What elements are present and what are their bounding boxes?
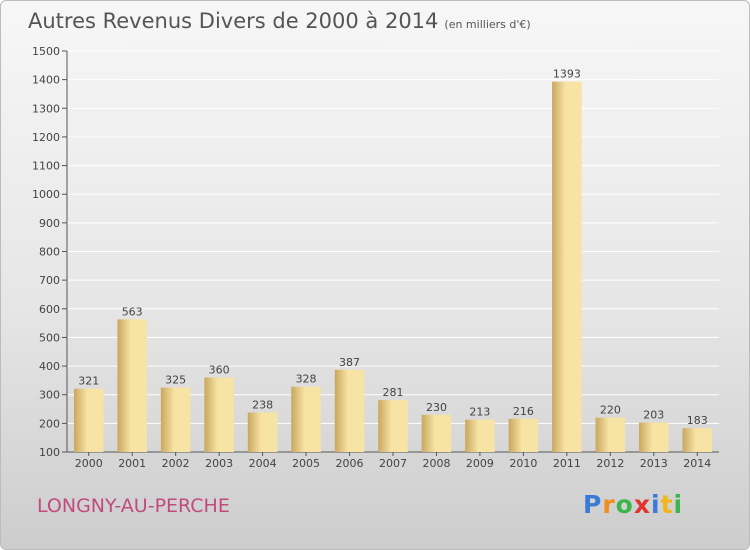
chart-title-text: Autres Revenus Divers de 2000 à 2014 [28,9,439,33]
x-tick-label-2010: 2010 [509,457,537,470]
logo-letter: r [602,490,616,519]
value-label-2006: 387 [339,356,360,369]
value-label-2008: 230 [426,401,447,414]
value-label-2013: 203 [643,408,664,421]
y-tick-label: 400 [39,360,60,373]
value-label-2000: 321 [78,375,99,388]
logo-letter: i [651,490,661,519]
value-label-2014: 183 [687,414,708,427]
logo-letter: t [660,490,674,519]
x-tick-label-2005: 2005 [292,457,320,470]
bar-2008 [421,414,452,452]
axis-layer: 100 200 300 400 500 600 700 800 900 1000 1100 1200 1… [32,45,719,470]
logo-letter: x [633,490,651,519]
x-tick-label-2012: 2012 [596,457,624,470]
logo-letter: o [615,490,634,519]
x-tick-label-2002: 2002 [162,457,190,470]
bar-2001 [117,319,147,452]
proxiti-logo: Proxiti [583,490,683,519]
bar-2012 [595,417,626,452]
value-label-2007: 281 [383,386,404,399]
x-tick-label-2013: 2013 [640,457,668,470]
bar-2009 [465,419,495,452]
bar-2007 [378,400,408,452]
y-tick-label: 1100 [32,160,60,173]
value-label-2009: 213 [469,406,490,419]
x-tick-label-2014: 2014 [683,457,711,470]
bar-2013 [639,422,669,452]
bar-2000 [73,388,104,452]
y-tick-label: 1500 [32,45,60,58]
bar-2014 [682,428,713,452]
bar-2002 [160,387,191,452]
bar-layer [73,81,713,452]
x-tick-label-2006: 2006 [336,457,364,470]
x-tick-label-2011: 2011 [553,457,581,470]
y-tick-label: 500 [39,331,60,344]
value-label-2004: 238 [252,398,273,411]
x-tick-label-2004: 2004 [249,457,277,470]
y-tick-label: 900 [39,217,60,230]
label-layer: 321 563 325 360 238 328 387 281 230 213 216 1393 220… [78,68,708,428]
x-tick-label-2009: 2009 [466,457,494,470]
y-tick-label: 1300 [32,102,60,115]
logo-letter: i [673,490,684,519]
chart-title: Autres Revenus Divers de 2000 à 2014 (en … [28,9,531,33]
y-tick-label: 800 [39,246,60,259]
value-label-2002: 325 [165,374,186,387]
chart-unit: (en milliers d'€) [444,18,531,31]
bar-2011 [552,81,582,452]
value-label-2011: 1393 [553,68,581,81]
x-tick-label-2008: 2008 [422,457,450,470]
logo-letter: P [583,490,603,519]
x-tick-label-2000: 2000 [75,457,103,470]
bar-2004 [247,412,278,452]
x-tick-label-2001: 2001 [118,457,146,470]
x-tick-label-2007: 2007 [379,457,407,470]
bar-2005 [291,386,321,452]
bar-2010 [508,418,539,452]
y-tick-label: 1400 [32,74,60,87]
x-tick-label-2003: 2003 [205,457,233,470]
y-tick-label: 700 [39,274,60,287]
y-tick-label: 1200 [32,131,60,144]
bar-2003 [204,377,234,452]
commune-name: LONGNY-AU-PERCHE [37,495,230,517]
bar-2006 [334,369,365,452]
value-label-2005: 328 [296,373,317,386]
y-tick-label: 600 [39,303,60,316]
y-tick-label: 1000 [32,188,60,201]
value-label-2010: 216 [513,405,534,418]
y-tick-label: 200 [39,417,60,430]
value-label-2003: 360 [209,364,230,377]
y-tick-label: 300 [39,389,60,402]
y-tick-label: 100 [39,446,60,459]
value-label-2001: 563 [122,305,143,318]
value-label-2012: 220 [600,404,621,417]
